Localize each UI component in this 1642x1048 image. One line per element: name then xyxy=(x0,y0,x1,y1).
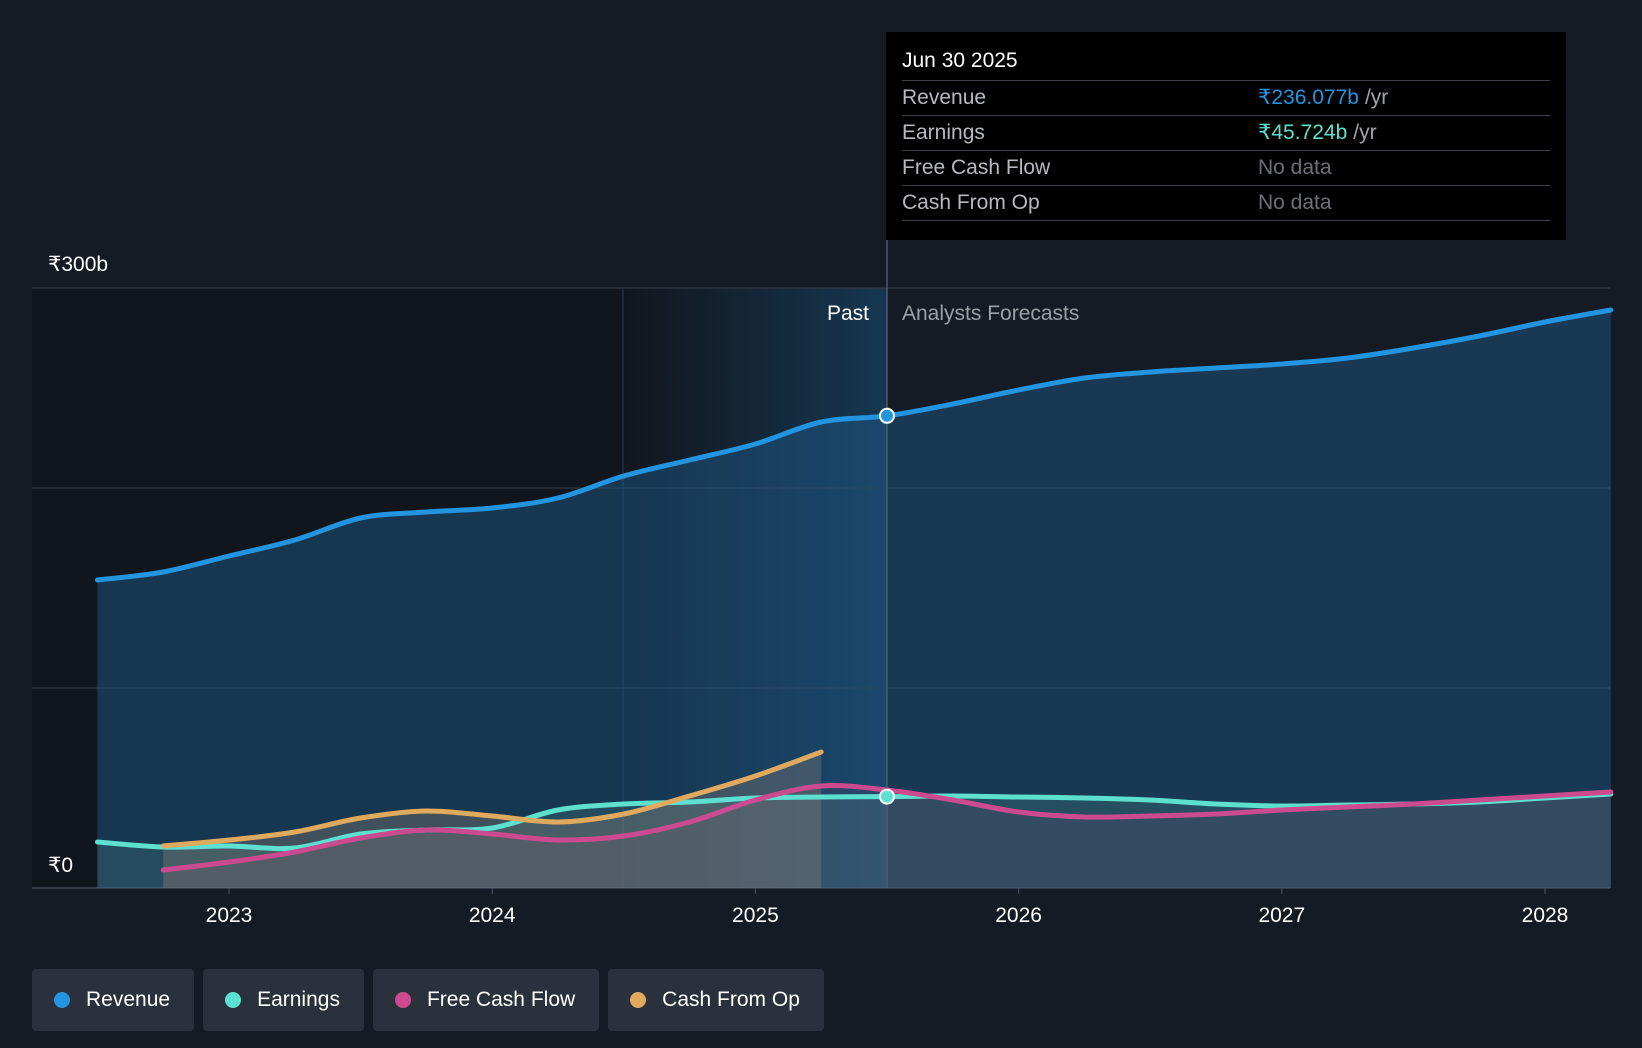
revenue-line xyxy=(94,307,1614,583)
legend-item-cash-from-op[interactable]: Cash From Op xyxy=(608,969,824,1031)
tooltip-label: Cash From Op xyxy=(902,191,1040,214)
tooltip-label: Earnings xyxy=(902,121,985,144)
gridlines xyxy=(32,287,1610,889)
legend: Revenue Earnings Free Cash Flow Cash Fro… xyxy=(32,969,824,1031)
y-label-max: ₹300b xyxy=(48,253,108,276)
x-tick-label: 2023 xyxy=(206,904,253,927)
revenue-area xyxy=(97,310,1611,888)
legend-label: Free Cash Flow xyxy=(426,988,576,1011)
cash-from-op-area xyxy=(163,752,822,888)
legend-label: Revenue xyxy=(86,988,171,1011)
tooltip-label: Free Cash Flow xyxy=(902,156,1051,179)
tooltip-value: ₹45.724b/yr xyxy=(1258,121,1377,144)
free-cash-flow-dot-icon xyxy=(394,992,411,1008)
tooltip-row-revenue: Revenue ₹236.077b/yr xyxy=(902,81,1550,116)
tooltip-row-free-cash-flow: Free Cash Flow No data xyxy=(902,151,1550,186)
legend-item-revenue[interactable]: Revenue xyxy=(32,969,195,1031)
x-tick-label: 2026 xyxy=(995,904,1042,927)
legend-item-earnings[interactable]: Earnings xyxy=(203,969,364,1031)
tooltip-date: Jun 30 2025 xyxy=(902,46,1550,81)
earnings-dot-icon xyxy=(225,992,242,1008)
tooltip-label: Revenue xyxy=(902,86,987,109)
legend-item-free-cash-flow[interactable]: Free Cash Flow xyxy=(372,969,600,1031)
revenue-marker xyxy=(879,407,895,424)
hover-markers xyxy=(879,407,895,805)
earnings-marker xyxy=(879,788,895,805)
earnings-area xyxy=(97,794,1611,888)
tooltip-row-earnings: Earnings ₹45.724b/yr xyxy=(902,116,1550,151)
x-tick-label: 2024 xyxy=(469,904,516,927)
past-label: Past xyxy=(827,302,869,325)
x-tick-label: 2025 xyxy=(732,904,779,927)
forecast-label: Analysts Forecasts xyxy=(902,302,1079,325)
cash-from-op-line xyxy=(160,749,824,849)
tooltip-row-cash-from-op: Cash From Op No data xyxy=(902,186,1550,221)
legend-label: Cash From Op xyxy=(662,988,800,1011)
y-label-zero: ₹0 xyxy=(48,854,73,877)
x-axis-ticks: 2023 2024 2025 2026 2027 2028 xyxy=(206,888,1569,927)
tooltip: Jun 30 2025 Revenue ₹236.077b/yr Earning… xyxy=(886,32,1566,240)
cash-from-op-dot-icon xyxy=(630,992,647,1008)
tooltip-value: ₹236.077b/yr xyxy=(1258,86,1389,109)
tooltip-value: No data xyxy=(1258,191,1332,214)
legend-label: Earnings xyxy=(257,988,340,1011)
revenue-dot-icon xyxy=(54,992,70,1008)
x-tick-label: 2027 xyxy=(1258,904,1305,927)
tooltip-value: No data xyxy=(1258,156,1332,179)
x-tick-label: 2028 xyxy=(1522,904,1569,927)
